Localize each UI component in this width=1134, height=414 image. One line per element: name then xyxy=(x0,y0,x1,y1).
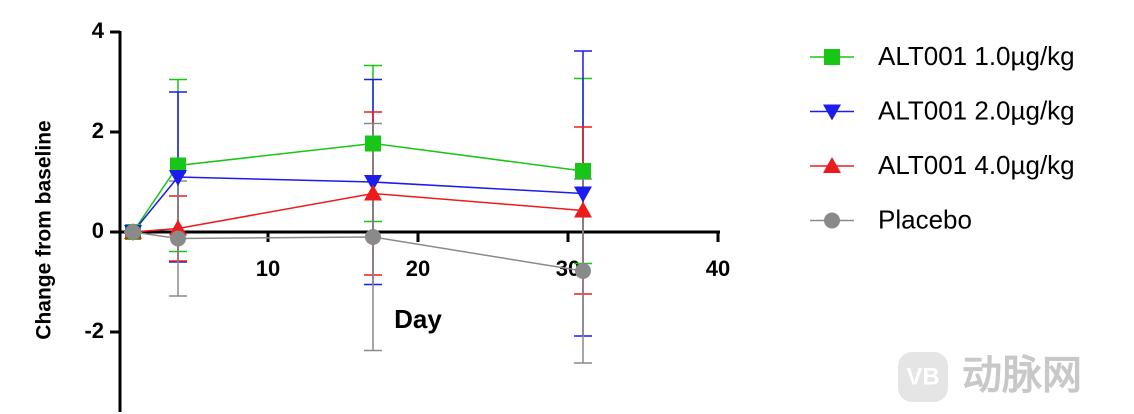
y-tick-label: 4 xyxy=(92,18,105,43)
marker xyxy=(169,170,187,186)
series-line xyxy=(132,231,584,272)
marker xyxy=(574,186,592,203)
watermark-logo: VB xyxy=(898,352,948,402)
x-tick-label: 40 xyxy=(706,256,730,281)
watermark-icon xyxy=(898,352,948,402)
legend-label: ALT001 4.0µg/kg xyxy=(878,150,1075,180)
marker xyxy=(170,230,186,247)
legend-marker xyxy=(824,49,840,65)
marker xyxy=(575,163,591,179)
y-tick-label: 2 xyxy=(92,118,104,143)
legend-marker xyxy=(823,104,841,121)
series-line xyxy=(132,142,584,233)
marker xyxy=(170,157,186,174)
marker xyxy=(169,219,187,236)
y-tick-label: 0 xyxy=(92,218,104,243)
legend-label: ALT001 2.0µg/kg xyxy=(878,95,1075,125)
y-tick-label: -2 xyxy=(84,318,104,343)
marker xyxy=(125,224,141,240)
marker xyxy=(364,175,382,191)
watermark: 动脉网 xyxy=(962,354,1082,398)
series-line xyxy=(132,176,584,233)
marker xyxy=(575,263,591,279)
legend-label: Placebo xyxy=(878,204,972,234)
legend-label: ALT001 1.0µg/kg xyxy=(878,41,1075,71)
x-axis-label: Day xyxy=(394,304,442,334)
marker xyxy=(365,229,381,245)
marker xyxy=(365,135,381,152)
x-tick-label: 10 xyxy=(256,256,280,281)
y-axis-label: Change from baseline xyxy=(33,120,56,339)
watermark-icon-text: VB xyxy=(906,363,939,390)
series-line xyxy=(132,192,584,233)
marker xyxy=(364,184,382,201)
legend-marker xyxy=(823,157,841,173)
marker xyxy=(574,201,592,218)
x-tick-label: 20 xyxy=(406,256,430,281)
legend-marker xyxy=(824,212,840,229)
